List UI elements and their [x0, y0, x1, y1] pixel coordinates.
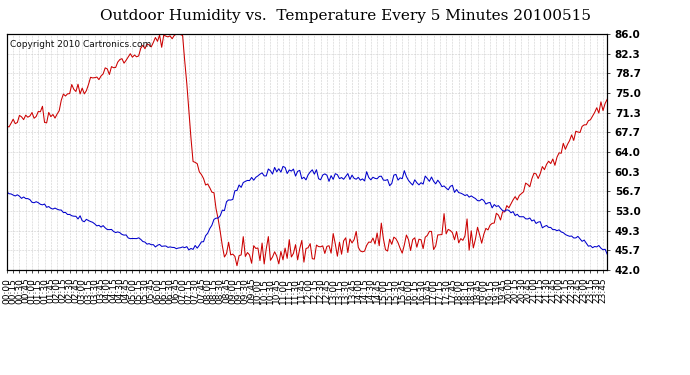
Text: Copyright 2010 Cartronics.com: Copyright 2010 Cartronics.com [10, 40, 151, 49]
Text: Outdoor Humidity vs.  Temperature Every 5 Minutes 20100515: Outdoor Humidity vs. Temperature Every 5… [99, 9, 591, 23]
